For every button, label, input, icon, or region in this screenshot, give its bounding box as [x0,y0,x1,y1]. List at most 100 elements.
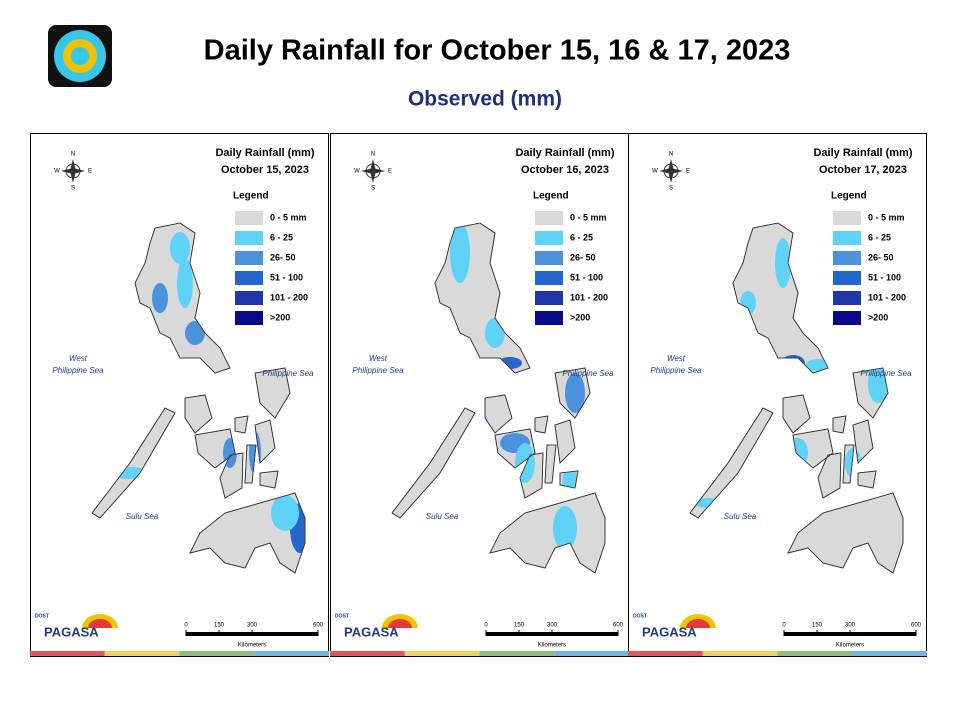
sea-label: Philippine Sea [352,366,404,375]
legend-label: >200 [570,312,590,322]
logo-name: PAGASA [642,624,697,639]
compass-label: W [354,169,360,175]
compass-label: W [652,169,658,175]
scale-tick-label: 600 [911,623,922,629]
legend-swatch [235,291,263,305]
rain-area [185,321,205,345]
legend-swatch [235,211,263,225]
scale-unit: Kilometers [836,643,864,649]
color-strip [628,651,703,656]
compass-label: S [669,186,673,192]
scale-tick-label: 150 [214,623,225,629]
map-panel: N S E W Daily Rainfall (mm) October 15, 2023 L… [30,133,329,657]
sea-label: Sulu Sea [426,512,459,521]
color-strip [104,651,180,656]
legend-label: 51 - 100 [570,272,603,282]
rain-area [170,232,190,264]
scale-tick-label: 150 [514,623,525,629]
color-strip [554,651,629,656]
sea-label: Sulu Sea [724,512,757,521]
sea-label: Sulu Sea [126,512,159,521]
rain-area [565,373,585,413]
scale-tick-label: 0 [782,623,786,629]
legend-swatch [235,311,263,325]
legend-label: 6 - 25 [570,232,593,242]
rain-area [271,495,299,531]
legend-label: 101 - 200 [270,292,308,302]
scale-tick-label: 300 [845,623,856,629]
compass-star [61,159,85,183]
sea-label: West [369,354,388,363]
legend-label: >200 [270,312,290,322]
compass-label: S [371,186,375,192]
map-title: Daily Rainfall (mm) [215,147,314,159]
map-date: October 15, 2023 [221,164,309,176]
legend-swatch [235,231,263,245]
scale-tick-label: 0 [184,623,188,629]
logo-name: PAGASA [44,624,99,639]
legend-label: 101 - 200 [868,292,906,302]
scale-tick-label: 600 [613,623,624,629]
color-strip [479,651,555,656]
color-strip [30,651,105,656]
compass: N S E W [54,152,92,192]
legend-title: Legend [533,191,569,202]
rain-area [806,359,830,371]
pagasa-logo: DOST PAGASA [335,613,418,639]
legend-swatch [235,251,263,265]
compass-label: N [71,152,75,158]
logo-arc [686,619,710,628]
rain-area [775,238,791,288]
map-panel: N S E W Daily Rainfall (mm) October 17, 2023 L… [628,133,927,657]
compass-label: W [54,169,60,175]
sea-label: Philippine Sea [562,369,614,378]
title: Daily Rainfall for October 15, 16 & 17, … [204,35,791,67]
legend-swatch [535,211,563,225]
rain-area [177,258,193,308]
legend-swatch [535,291,563,305]
map-title: Daily Rainfall (mm) [813,147,912,159]
sea-label: Philippine Sea [52,366,104,375]
legend-label: 0 - 5 mm [868,212,905,222]
sea-label: West [69,354,88,363]
compass-label: E [686,169,690,175]
rain-area [553,506,577,550]
logo-arc [388,619,412,628]
scale-tick-label: 300 [247,623,258,629]
logo-name: PAGASA [344,624,399,639]
legend-swatch [535,251,563,265]
legend-swatch [833,211,861,225]
sea-label: Philippine Sea [860,369,912,378]
logo-arc [88,619,112,628]
color-strip [330,651,405,656]
legend-swatch [833,271,861,285]
legend-swatch [833,251,861,265]
map-panel: N S E W Daily Rainfall (mm) October 16, 2023 L… [330,133,629,657]
compass-star [659,159,683,183]
scale-tick-label: 600 [313,623,324,629]
color-strip [179,651,255,656]
sea-label: West [667,354,686,363]
logo-top: DOST [633,613,647,619]
map [91,222,306,574]
legend-swatch [535,271,563,285]
compass: N S E W [354,152,392,192]
map-date: October 16, 2023 [521,164,609,176]
scale-tick-label: 150 [812,623,823,629]
legend-label: 26- 50 [570,252,596,262]
legend-swatch [833,291,861,305]
compass-label: E [88,169,92,175]
rain-area [868,363,888,403]
compass-label: S [71,186,75,192]
legend-label: 26- 50 [868,252,894,262]
logo [48,25,112,87]
pagasa-logo: DOST PAGASA [35,613,118,639]
rain-area [450,223,470,283]
legend-title: Legend [233,191,269,202]
compass-label: N [371,152,375,158]
legend-swatch [833,231,861,245]
map-date: October 17, 2023 [819,164,907,176]
scale-tick-label: 0 [484,623,488,629]
